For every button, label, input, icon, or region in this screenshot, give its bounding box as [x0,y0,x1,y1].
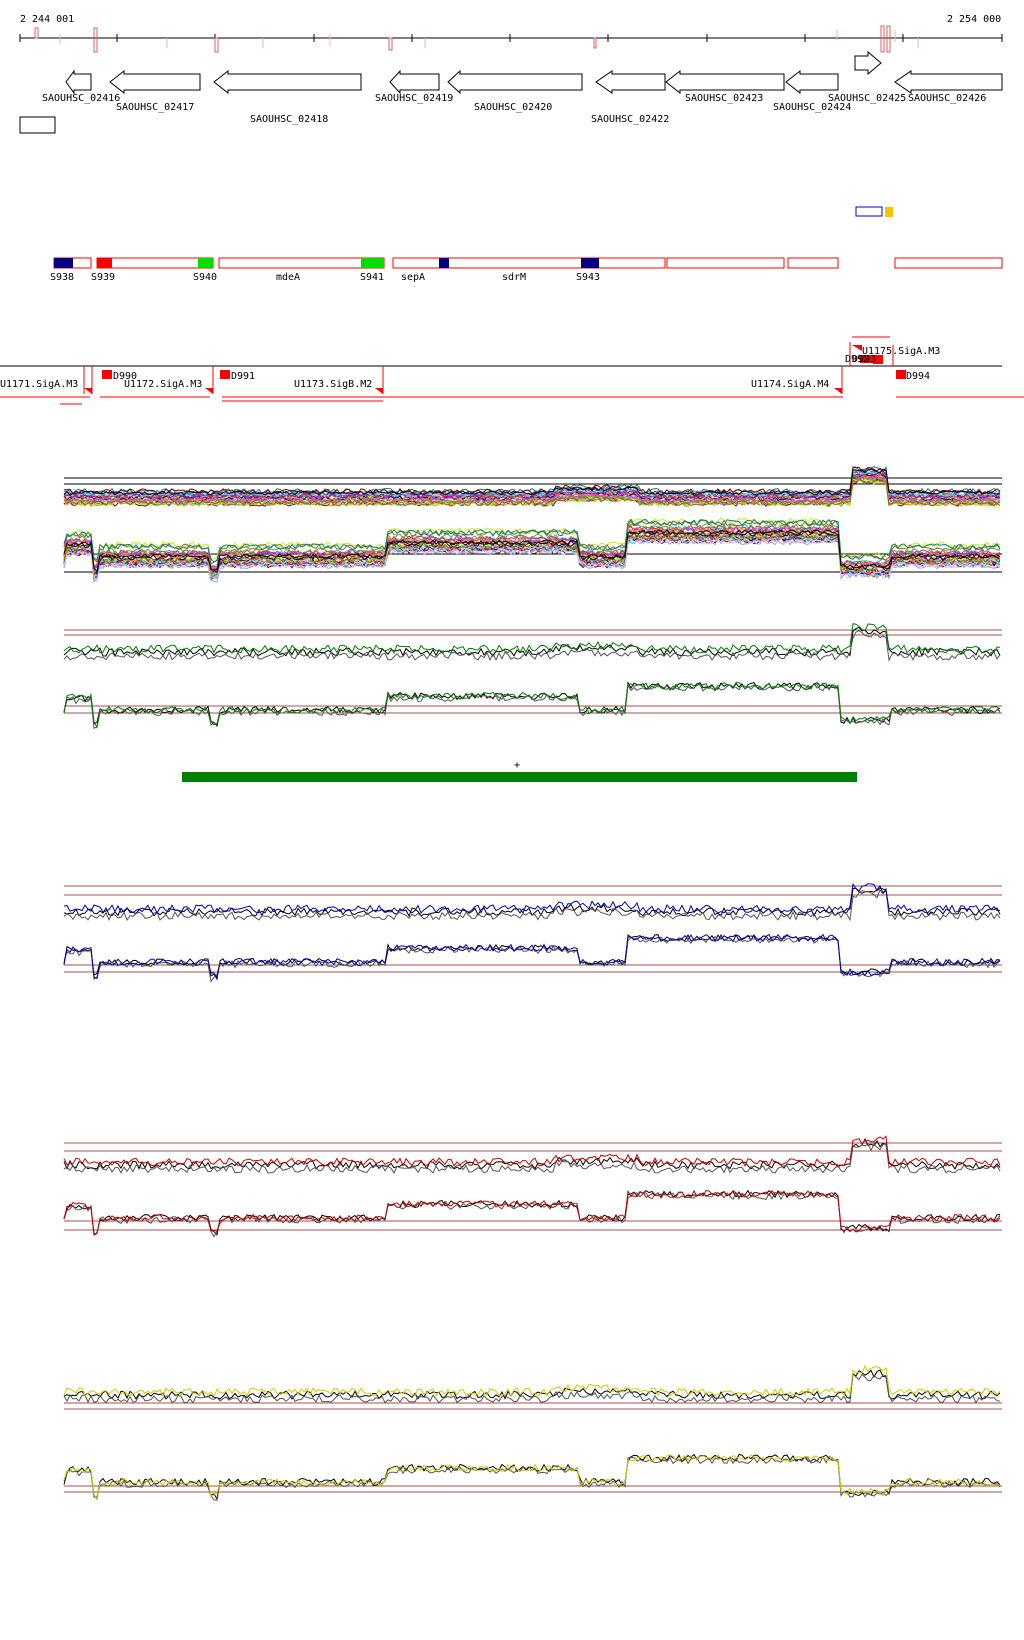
transcription-unit-track: U1171.SigA.M3 U1172.SigA.M3 U1173.SigB.M… [0,336,1024,405]
expression-trace [63,623,1001,655]
gene-track [19,50,1003,134]
gene-label: SAOUHSC_02422 [591,114,669,125]
expression-trace [63,630,1001,662]
dominance-label: D993 [852,354,876,365]
gene-box [19,116,56,134]
expression-panel-red [63,1135,1002,1238]
gene-label: SAOUHSC_02418 [250,114,328,125]
coordinate-ruler: 2 244 001 2 254 000 [19,14,1003,53]
expression-trace [63,1189,1001,1236]
gene-arrow [595,70,666,94]
expression-panel-yellow [63,1364,1002,1501]
gene-label: SAOUHSC_02419 [375,93,453,104]
expression-trace [63,882,1001,915]
expression-trace [63,1455,1001,1501]
gene-label: SAOUHSC_02424 [773,102,851,113]
segment-track: S938 S939 S940 mdeA S941 sepA sdrM S943 [50,257,1003,283]
gene-label: SAOUHSC_02417 [116,102,194,113]
expression-trace [63,1142,1001,1174]
expression-panel-blue [63,882,1002,983]
segment-label: S940 [193,272,217,283]
gene-arrow [665,69,785,95]
expression-trace [63,1364,1001,1398]
expression-trace [63,680,1001,727]
gene-arrow [65,69,92,95]
gene-arrow [854,50,882,76]
segment-block [581,258,599,268]
dominance-label: D992 [845,354,869,365]
segment-block [361,258,384,268]
segment-label: sepA [401,272,425,283]
expression-trace [63,478,1001,507]
segment-block [439,258,449,268]
expression-trace [63,530,1001,576]
tu-label: U1175.SigA.M3 [862,346,940,357]
gene-arrow [447,69,583,95]
expression-trace [63,537,1001,583]
gene-arrow [109,69,201,95]
segment-block [54,258,73,268]
segment-label: S941 [360,272,384,283]
dominance-label: D991 [231,371,255,382]
expression-trace [63,1454,1001,1500]
dominance-label: D994 [906,371,930,382]
condition-bar [182,772,857,782]
expression-trace [63,468,1001,496]
gene-labels: SAOUHSC_02416 SAOUHSC_02417 SAOUHSC_0241… [42,93,986,125]
gene-arrow [389,69,440,95]
dominance-label: D990 [113,371,137,382]
gene-arrow [785,69,839,95]
expression-trace [63,471,1001,500]
segment-label: sdrM [502,272,526,283]
yellow-marker [885,207,893,217]
tu-label: U1174.SigA.M4 [751,379,829,390]
expression-trace [63,1189,1001,1236]
blue-marker [855,206,883,217]
gene-arrow [894,70,1003,94]
gene-arrow [213,69,362,95]
expression-trace [63,1137,1001,1171]
gene-label: SAOUHSC_02416 [42,93,120,104]
gene-label: SAOUHSC_02426 [908,93,986,104]
expression-trace [63,626,1001,658]
expression-trace [63,466,1001,495]
segment-label: S943 [576,272,600,283]
expression-panel-green [63,623,1002,729]
segment-label: mdeA [276,272,300,283]
condition-bar-label: + [514,760,520,771]
gene-label: SAOUHSC_02425 [828,93,906,104]
tu-label: U1173.SigB.M2 [294,379,372,390]
gene-label: SAOUHSC_02420 [474,102,552,113]
expression-trace [63,681,1001,729]
expression-trace [63,529,1001,573]
segment-block [198,258,213,268]
expression-trace [63,466,1001,495]
segment-label: S939 [91,272,115,283]
expression-trace [63,933,1001,980]
tu-label: U1171.SigA.M3 [0,379,78,390]
expression-trace [63,1135,1001,1168]
ruler-start-label: 2 244 001 [20,14,74,25]
segment-block [97,258,112,268]
gene-label: SAOUHSC_02423 [685,93,763,104]
expression-trace [63,933,1001,981]
expression-panel-all [63,466,1002,583]
expression-trace [63,1372,1001,1404]
expression-trace [63,518,1001,563]
expression-trace [63,683,1001,729]
expression-trace [63,935,1001,983]
expression-trace [63,479,1001,507]
tu-label: U1172.SigA.M3 [124,379,202,390]
segment-label: S938 [50,272,74,283]
ruler-end-label: 2 254 000 [947,14,1001,25]
